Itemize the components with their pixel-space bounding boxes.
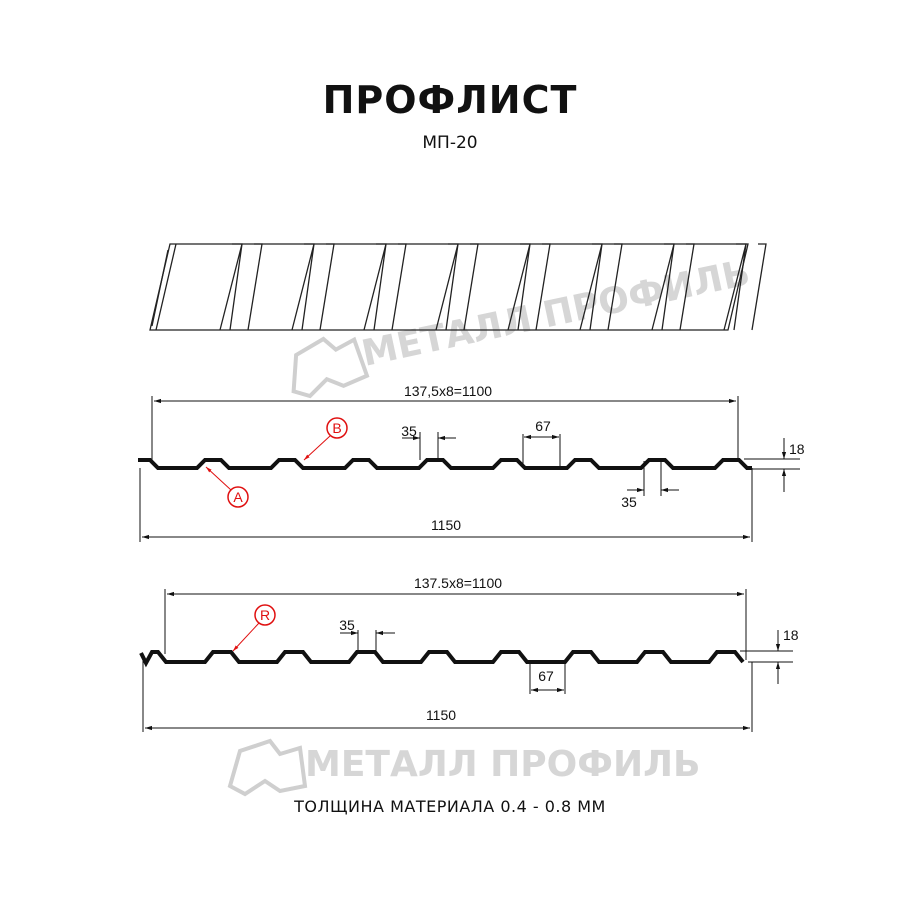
- model-subtitle: МП-20: [422, 133, 478, 153]
- profile-b: 137.5x8=1100 1150 35 67 18 R: [139, 575, 799, 732]
- crest-width-label: 35: [401, 423, 417, 439]
- callout-b: B: [303, 417, 348, 461]
- pitch-label: 137.5x8=1100: [414, 575, 502, 591]
- profile-a-shape: [138, 458, 752, 470]
- svg-text:R: R: [260, 607, 270, 623]
- height-label: 18: [789, 441, 805, 457]
- svg-text:B: B: [332, 420, 341, 436]
- watermark-text: МЕТАЛЛ ПРОФИЛЬ: [305, 744, 700, 785]
- crest-width-label: 35: [339, 617, 355, 633]
- width-label: 1150: [426, 707, 456, 723]
- valley-width-label: 67: [535, 418, 551, 434]
- callout-a: A: [205, 466, 249, 508]
- watermark-1: МЕТАЛЛ ПРОФИЛЬ: [291, 252, 754, 399]
- valley-width-label: 67: [538, 668, 554, 684]
- sheet-3d-illustration: [149, 243, 767, 331]
- material-thickness-note: ТОЛЩИНА МАТЕРИАЛА 0.4 - 0.8 ММ: [294, 797, 606, 816]
- watermark-text: МЕТАЛЛ ПРОФИЛЬ: [358, 252, 753, 374]
- crest-width-label-bottom: 35: [621, 494, 637, 510]
- pitch-label: 137,5x8=1100: [404, 383, 492, 399]
- svg-text:A: A: [233, 489, 243, 505]
- height-label: 18: [783, 627, 799, 643]
- profile-b-shape: [139, 650, 745, 668]
- page-title: ПРОФЛИСТ: [322, 78, 578, 122]
- callout-r: R: [232, 604, 276, 652]
- profile-a: 137,5x8=1100 1150 35 67 35 18 B A: [138, 383, 805, 542]
- watermark-2: МЕТАЛЛ ПРОФИЛЬ: [227, 738, 700, 797]
- width-label: 1150: [431, 517, 461, 533]
